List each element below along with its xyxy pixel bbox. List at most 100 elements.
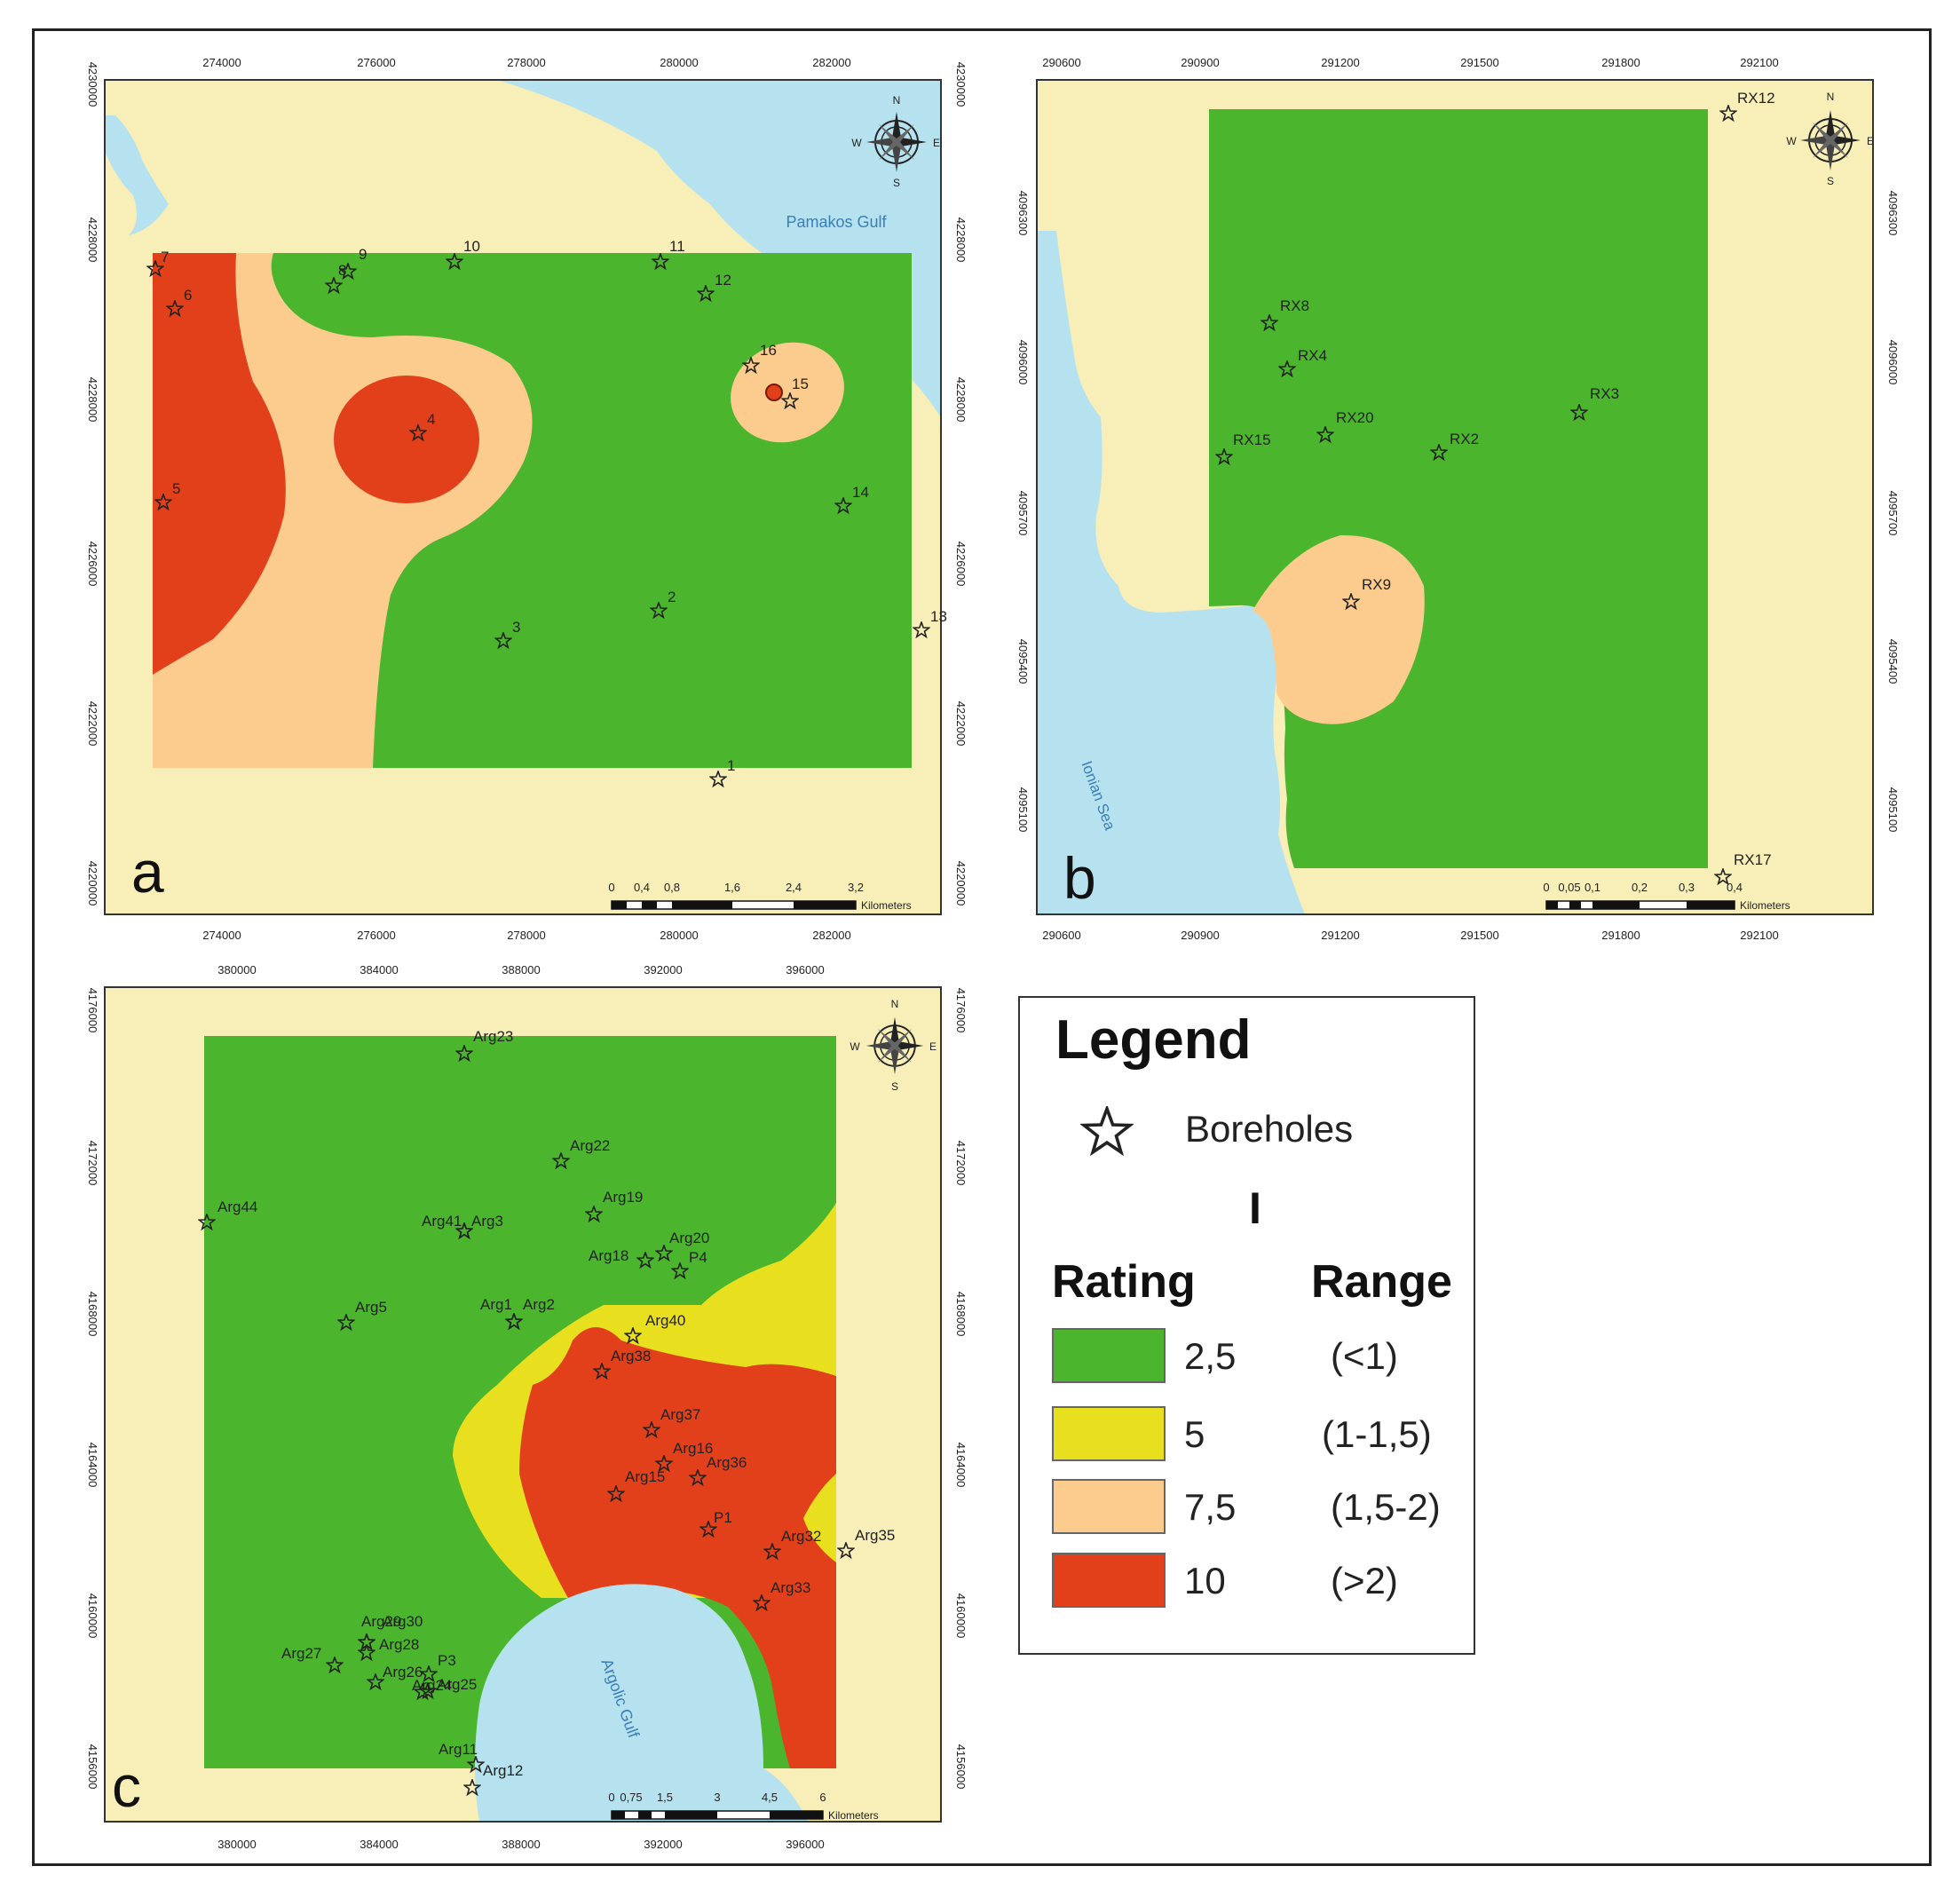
borehole-marker[interactable]: Arg37 [643, 1406, 700, 1438]
borehole-marker[interactable]: Arg35 [837, 1527, 895, 1559]
panel-c-compass-icon: N S E W [850, 998, 937, 1093]
borehole-marker[interactable]: 12 [697, 272, 731, 302]
legend-title: Legend [1055, 1009, 1252, 1071]
panel-a-red-dot [765, 384, 783, 401]
panel-b-xtick-top: 291800 [1601, 56, 1640, 69]
borehole-marker[interactable]: Arg33 [753, 1579, 810, 1611]
borehole-marker[interactable]: 10 [446, 238, 480, 270]
panel-a-ytick-right: 4228000 [954, 377, 968, 423]
borehole-marker[interactable]: P3 [420, 1652, 456, 1682]
panel-c-xtick-top: 392000 [644, 963, 682, 977]
borehole-marker[interactable]: RX20 [1316, 409, 1374, 443]
panel-a-sea [497, 80, 941, 417]
borehole-marker[interactable]: Arg32 [763, 1528, 821, 1560]
borehole-label: RX20 [1336, 409, 1374, 426]
borehole-marker[interactable]: 15 [781, 376, 809, 409]
borehole-marker[interactable]: Arg25 [419, 1676, 477, 1699]
borehole-marker[interactable]: Arg26 [367, 1664, 423, 1690]
borehole-marker[interactable]: RX8 [1261, 297, 1309, 331]
compass-n: N [891, 998, 899, 1010]
compass-s: S [1827, 175, 1834, 187]
borehole-label: RX8 [1280, 297, 1309, 314]
borehole-marker[interactable]: Arg41 [422, 1213, 473, 1239]
borehole-marker[interactable]: RX15 [1215, 431, 1271, 465]
compass-e: E [933, 137, 940, 149]
borehole-marker[interactable]: 1 [709, 757, 735, 787]
borehole-label: Arg25 [437, 1676, 477, 1693]
borehole-marker[interactable]: 2 [650, 589, 676, 619]
scale-number: 0 [608, 881, 614, 894]
borehole-marker[interactable]: Arg19 [585, 1189, 643, 1222]
panel-a-ytick-right: 4222000 [954, 701, 968, 747]
borehole-marker[interactable]: Arg5 [337, 1299, 387, 1331]
borehole-label: 10 [463, 238, 480, 255]
borehole-label: 4 [427, 411, 435, 428]
borehole-label: Arg12 [483, 1762, 523, 1779]
figure-frame [32, 28, 1932, 1866]
panel-c-xtick-top: 388000 [502, 963, 540, 977]
borehole-marker[interactable]: 5 [154, 480, 180, 510]
borehole-marker[interactable]: Arg40 [624, 1312, 685, 1344]
borehole-label: 15 [792, 376, 809, 392]
borehole-marker[interactable]: Arg3 [455, 1213, 503, 1239]
scale-number: 0,8 [664, 881, 680, 894]
borehole-marker[interactable]: Arg15 [607, 1468, 665, 1502]
borehole-marker[interactable]: Arg36 [689, 1454, 747, 1486]
borehole-marker[interactable]: 16 [742, 342, 777, 374]
panel-a-xtick-bottom: 274000 [202, 929, 241, 942]
panel-b-ytick-right: 4096300 [1886, 191, 1900, 236]
scale-number: 0,1 [1585, 881, 1600, 894]
panel-b-xtick-top: 291200 [1321, 56, 1359, 69]
borehole-marker[interactable]: Arg2 [505, 1296, 555, 1330]
borehole-label: Arg20 [669, 1230, 709, 1246]
borehole-marker[interactable]: Arg28 [358, 1636, 419, 1661]
borehole-marker[interactable]: Arg27 [281, 1645, 344, 1673]
borehole-label: Arg11 [439, 1741, 478, 1758]
borehole-marker[interactable]: RX17 [1714, 851, 1772, 885]
borehole-marker[interactable]: Arg18 [589, 1247, 654, 1269]
borehole-label: Arg27 [281, 1645, 321, 1662]
borehole-marker[interactable]: 13 [913, 608, 947, 638]
panel-c-ytick-left: 4176000 [86, 988, 99, 1033]
panel-c [104, 986, 942, 1823]
borehole-marker[interactable]: Arg30 [358, 1613, 423, 1650]
borehole-marker[interactable]: 14 [834, 484, 869, 514]
borehole-marker[interactable]: 6 [166, 287, 192, 317]
borehole-marker[interactable]: Arg11 [439, 1741, 485, 1773]
borehole-marker[interactable]: Arg29 [358, 1613, 401, 1650]
borehole-label: 3 [512, 619, 520, 636]
borehole-marker[interactable]: Arg1 [480, 1296, 523, 1330]
borehole-label: Arg37 [660, 1406, 700, 1423]
borehole-label: Arg26 [383, 1664, 423, 1680]
borehole-marker[interactable]: 7 [146, 249, 169, 277]
borehole-marker[interactable]: Arg16 [655, 1440, 713, 1472]
panel-c-ytick-left: 4160000 [86, 1593, 99, 1639]
borehole-marker[interactable]: RX4 [1278, 347, 1327, 377]
borehole-label: Arg41 [422, 1213, 462, 1230]
borehole-label: P4 [689, 1249, 707, 1266]
borehole-marker[interactable]: RX2 [1430, 431, 1479, 461]
borehole-label: 5 [172, 480, 180, 497]
panel-a-ytick-right: 4230000 [954, 62, 968, 107]
legend-swatch-green [1052, 1328, 1166, 1383]
borehole-marker[interactable]: 9 [339, 246, 367, 280]
borehole-marker[interactable]: Arg23 [455, 1028, 513, 1062]
borehole-marker[interactable]: Arg44 [198, 1198, 257, 1230]
panel-b-border [1036, 79, 1874, 915]
borehole-marker[interactable]: P4 [671, 1249, 707, 1279]
borehole-marker[interactable]: RX3 [1570, 385, 1619, 421]
borehole-marker[interactable]: Arg22 [552, 1137, 610, 1169]
borehole-marker[interactable]: Arg38 [593, 1348, 651, 1380]
borehole-marker[interactable]: 4 [409, 411, 435, 441]
borehole-marker[interactable]: RX12 [1719, 90, 1775, 122]
borehole-marker[interactable]: 11 [652, 238, 685, 270]
borehole-marker[interactable]: 3 [494, 619, 520, 649]
panel-a-xtick-top: 274000 [202, 56, 241, 69]
borehole-label: Arg35 [855, 1527, 895, 1544]
borehole-marker[interactable]: Arg12 [463, 1762, 523, 1796]
borehole-marker[interactable]: P1 [699, 1509, 732, 1538]
borehole-marker[interactable]: Arg20 [655, 1230, 709, 1261]
borehole-label: 6 [184, 287, 192, 304]
borehole-marker[interactable]: RX9 [1342, 576, 1391, 610]
borehole-label: 16 [760, 342, 777, 359]
